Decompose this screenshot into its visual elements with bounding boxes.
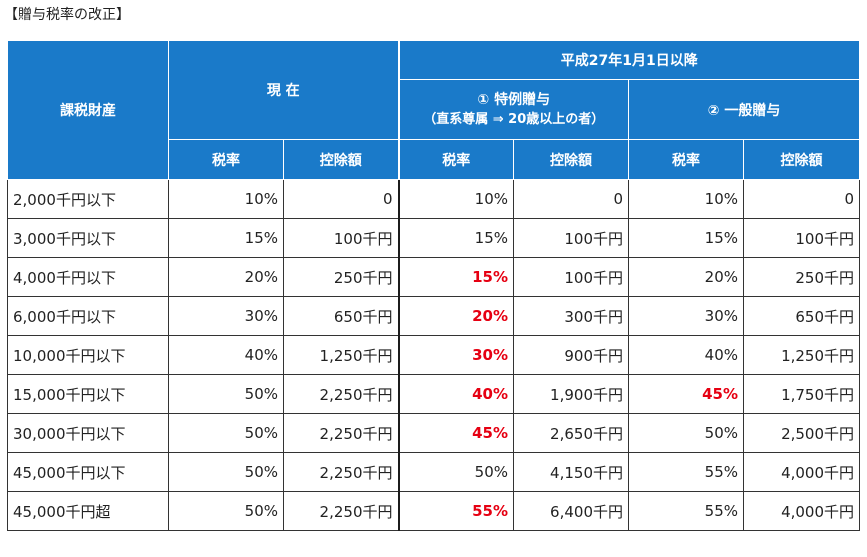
table-row: 30,000千円以下 50% 2,250千円 45% 2,650千円 50% 2,500千円 (7, 413, 861, 453)
general-deduction-cell: 250千円 (742, 257, 861, 297)
table-row: 2,000千円以下 10% 0 10% 0 10% 0 (7, 179, 861, 219)
current-deduction-cell: 2,250千円 (283, 413, 400, 453)
table-row: 4,000千円以下 20% 250千円 15% 100千円 20% 250千円 (7, 257, 861, 297)
table-body: 2,000千円以下 10% 0 10% 0 10% 0 3,000千円以下 15% 100千円 15… (7, 179, 861, 531)
gift-tax-rate-table: 課税財産 現 在 平成27年1月1日以降 ① 特例贈与 （直系尊属 ⇒ 20歳以… (7, 40, 861, 531)
table-caption: 【贈与税率の改正】 (4, 7, 130, 23)
header-after: 平成27年1月1日以降 (397, 40, 861, 80)
current-rate-cell: 50% (168, 374, 284, 414)
special-rate-cell: 15% (398, 257, 514, 297)
general-rate-cell: 15% (628, 218, 744, 258)
special-deduction-cell: 6,400千円 (513, 491, 629, 531)
general-rate-cell: 30% (628, 296, 744, 336)
current-rate-cell: 50% (168, 452, 284, 492)
special-deduction-cell: 2,650千円 (513, 413, 629, 453)
row-label: 45,000千円以下 (7, 452, 169, 492)
row-label: 2,000千円以下 (7, 179, 169, 219)
current-rate-cell: 15% (168, 218, 284, 258)
row-label: 30,000千円以下 (7, 413, 169, 453)
general-rate-cell: 20% (628, 257, 744, 297)
header-special-rate: 税率 (398, 139, 514, 180)
row-label: 15,000千円以下 (7, 374, 169, 414)
header-special-gift: ① 特例贈与 （直系尊属 ⇒ 20歳以上の者） (398, 79, 629, 140)
current-rate-cell: 10% (168, 179, 284, 219)
header-general-gift: ② 一般贈与 (627, 79, 861, 140)
header-special-deduction: 控除額 (513, 139, 629, 180)
header-current-deduction: 控除額 (283, 139, 400, 180)
special-deduction-cell: 100千円 (513, 257, 629, 297)
current-rate-cell: 40% (168, 335, 284, 375)
special-rate-cell: 55% (398, 491, 514, 531)
header-general-deduction: 控除額 (742, 139, 861, 180)
current-deduction-cell: 100千円 (283, 218, 400, 258)
current-rate-cell: 50% (168, 491, 284, 531)
special-deduction-cell: 100千円 (513, 218, 629, 258)
general-rate-cell: 55% (628, 491, 744, 531)
table-row: 45,000千円超 50% 2,250千円 55% 6,400千円 55% 4,000千円 (7, 491, 861, 531)
current-rate-cell: 30% (168, 296, 284, 336)
general-deduction-cell: 1,750千円 (742, 374, 861, 414)
general-rate-cell: 10% (628, 179, 744, 219)
header-current-rate: 税率 (168, 139, 284, 180)
table-row: 15,000千円以下 50% 2,250千円 40% 1,900千円 45% 1,750千円 (7, 374, 861, 414)
current-rate-cell: 50% (168, 413, 284, 453)
row-label: 6,000千円以下 (7, 296, 169, 336)
special-deduction-cell: 300千円 (513, 296, 629, 336)
general-deduction-cell: 1,250千円 (742, 335, 861, 375)
special-rate-cell: 40% (398, 374, 514, 414)
general-deduction-cell: 4,000千円 (742, 491, 861, 531)
current-deduction-cell: 1,250千円 (283, 335, 400, 375)
table-row: 3,000千円以下 15% 100千円 15% 100千円 15% 100千円 (7, 218, 861, 258)
general-rate-cell: 40% (628, 335, 744, 375)
general-deduction-cell: 650千円 (742, 296, 861, 336)
general-rate-cell: 50% (628, 413, 744, 453)
special-rate-cell: 50% (398, 452, 514, 492)
special-gift-title: ① 特例贈与 (477, 91, 551, 108)
general-deduction-cell: 0 (742, 179, 861, 219)
current-deduction-cell: 250千円 (283, 257, 400, 297)
general-deduction-cell: 2,500千円 (742, 413, 861, 453)
header-general-rate: 税率 (628, 139, 744, 180)
special-deduction-cell: 4,150千円 (513, 452, 629, 492)
current-rate-cell: 20% (168, 257, 284, 297)
general-rate-cell: 45% (628, 374, 744, 414)
table-row: 45,000千円以下 50% 2,250千円 50% 4,150千円 55% 4,000千円 (7, 452, 861, 492)
general-deduction-cell: 100千円 (742, 218, 861, 258)
row-label: 3,000千円以下 (7, 218, 169, 258)
general-deduction-cell: 4,000千円 (742, 452, 861, 492)
current-deduction-cell: 650千円 (283, 296, 400, 336)
special-deduction-cell: 1,900千円 (513, 374, 629, 414)
row-label: 45,000千円超 (7, 491, 169, 531)
special-rate-cell: 45% (398, 413, 514, 453)
special-gift-note: （直系尊属 ⇒ 20歳以上の者） (423, 111, 605, 127)
header-category: 課税財産 (7, 40, 169, 180)
special-deduction-cell: 0 (513, 179, 629, 219)
special-rate-cell: 30% (398, 335, 514, 375)
current-deduction-cell: 2,250千円 (283, 452, 400, 492)
special-deduction-cell: 900千円 (513, 335, 629, 375)
table-row: 6,000千円以下 30% 650千円 20% 300千円 30% 650千円 (7, 296, 861, 336)
current-deduction-cell: 2,250千円 (283, 374, 400, 414)
header-current: 現 在 (168, 40, 400, 140)
table-row: 10,000千円以下 40% 1,250千円 30% 900千円 40% 1,250千円 (7, 335, 861, 375)
special-rate-cell: 20% (398, 296, 514, 336)
current-deduction-cell: 2,250千円 (283, 491, 400, 531)
general-rate-cell: 55% (628, 452, 744, 492)
row-label: 4,000千円以下 (7, 257, 169, 297)
current-deduction-cell: 0 (283, 179, 400, 219)
row-label: 10,000千円以下 (7, 335, 169, 375)
special-rate-cell: 15% (398, 218, 514, 258)
special-rate-cell: 10% (398, 179, 514, 219)
